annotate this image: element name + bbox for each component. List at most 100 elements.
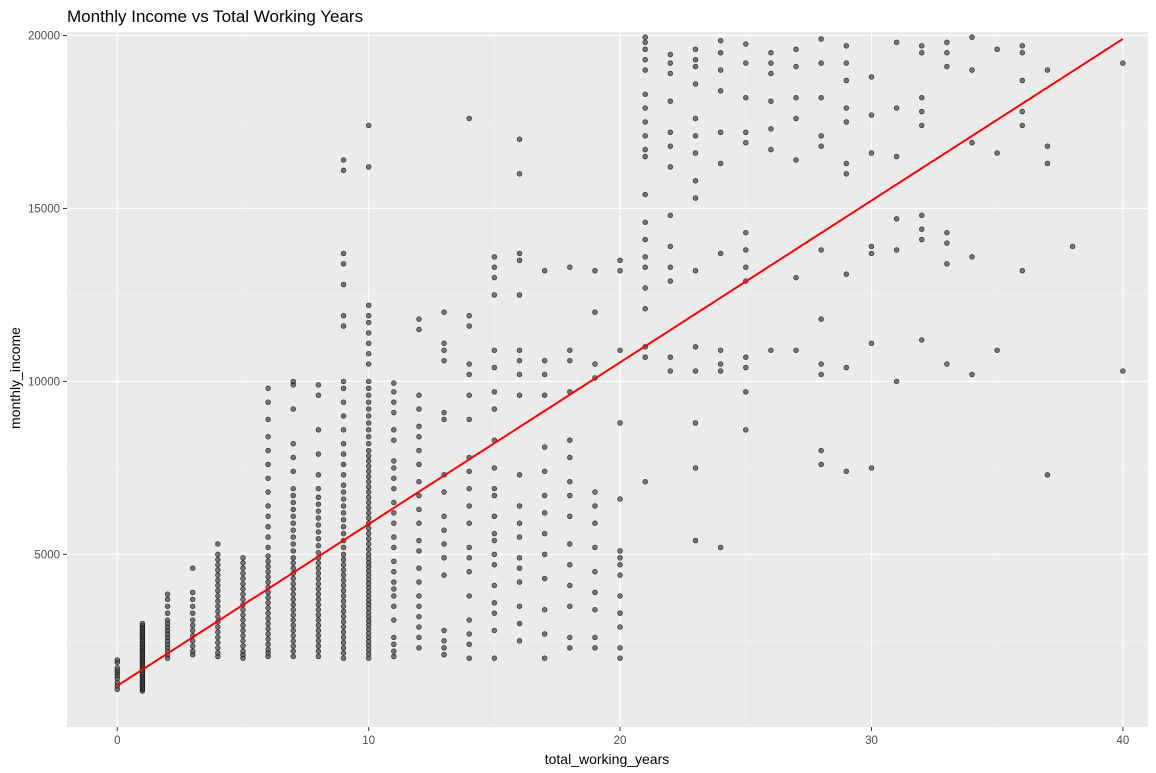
data-point xyxy=(592,361,598,367)
data-point xyxy=(743,41,749,47)
data-point xyxy=(265,605,271,611)
data-point xyxy=(416,316,422,322)
data-point xyxy=(969,371,975,378)
data-point xyxy=(692,46,699,52)
data-point xyxy=(617,420,623,426)
data-point xyxy=(516,638,523,644)
data-point xyxy=(692,195,699,201)
data-point xyxy=(893,216,900,222)
data-point xyxy=(692,150,699,156)
fit-line xyxy=(116,38,1124,687)
data-point xyxy=(516,257,523,264)
data-point xyxy=(491,562,498,568)
data-point xyxy=(340,451,347,457)
data-point xyxy=(843,105,850,111)
data-point xyxy=(365,536,372,542)
data-point xyxy=(491,347,498,353)
data-point xyxy=(290,591,296,597)
data-point xyxy=(466,593,472,599)
data-point xyxy=(1019,268,1025,274)
data-point xyxy=(365,440,372,447)
data-point xyxy=(491,537,498,544)
data-point xyxy=(215,613,221,620)
data-point xyxy=(441,527,447,533)
data-point xyxy=(365,427,372,433)
data-point xyxy=(642,254,648,260)
data-point xyxy=(265,568,271,575)
data-point xyxy=(541,392,548,398)
data-point xyxy=(843,77,850,84)
data-point xyxy=(441,645,447,651)
data-point xyxy=(944,261,950,267)
data-point xyxy=(642,46,648,52)
data-point xyxy=(592,589,598,596)
data-point xyxy=(265,503,271,509)
data-point xyxy=(768,146,774,153)
data-point xyxy=(843,60,850,66)
data-point xyxy=(491,292,498,298)
data-point xyxy=(893,39,900,46)
data-point xyxy=(265,615,271,622)
data-point xyxy=(315,575,322,582)
data-point xyxy=(466,520,472,526)
data-point xyxy=(416,634,422,641)
data-point xyxy=(240,607,246,613)
data-point xyxy=(265,447,271,454)
data-point xyxy=(491,364,498,371)
data-point xyxy=(290,607,296,613)
data-point xyxy=(818,60,824,66)
data-point xyxy=(215,577,221,584)
data-point xyxy=(944,39,950,46)
data-point xyxy=(265,636,271,642)
data-point xyxy=(215,551,221,558)
data-point xyxy=(441,347,447,353)
data-point xyxy=(365,479,372,485)
data-point xyxy=(290,378,296,385)
data-point xyxy=(290,622,296,628)
data-point xyxy=(516,347,523,353)
data-point xyxy=(365,515,372,521)
data-point xyxy=(315,638,322,644)
data-point xyxy=(365,484,372,490)
data-point xyxy=(391,475,397,481)
data-point xyxy=(667,264,674,270)
data-point xyxy=(365,541,372,547)
data-point xyxy=(365,406,372,412)
data-point xyxy=(190,589,196,596)
data-point xyxy=(416,326,422,333)
data-point xyxy=(391,409,397,416)
data-point xyxy=(365,458,372,464)
data-point xyxy=(516,565,523,571)
data-point xyxy=(190,617,196,623)
data-point xyxy=(919,108,925,115)
data-point xyxy=(416,565,422,571)
data-point xyxy=(340,645,347,651)
data-point xyxy=(642,236,648,243)
data-point xyxy=(692,133,699,139)
data-point xyxy=(315,596,322,603)
data-point xyxy=(391,641,397,648)
data-point xyxy=(743,354,749,360)
data-point xyxy=(793,347,799,353)
data-point xyxy=(315,648,322,654)
data-point xyxy=(365,122,372,129)
data-point xyxy=(717,50,724,56)
data-point xyxy=(290,653,296,660)
data-point xyxy=(1120,368,1126,374)
data-point xyxy=(340,572,347,578)
data-point xyxy=(743,247,749,253)
data-point xyxy=(290,632,296,639)
data-point xyxy=(240,596,246,603)
data-point xyxy=(893,105,900,111)
data-point xyxy=(1019,108,1025,115)
data-point xyxy=(290,596,296,603)
data-point xyxy=(265,489,271,495)
data-point xyxy=(365,378,372,385)
data-point xyxy=(190,565,196,571)
data-point xyxy=(567,437,573,443)
data-point xyxy=(567,645,573,651)
data-point xyxy=(290,555,296,561)
data-point xyxy=(491,600,498,606)
data-point xyxy=(893,247,900,253)
data-point xyxy=(315,581,322,587)
